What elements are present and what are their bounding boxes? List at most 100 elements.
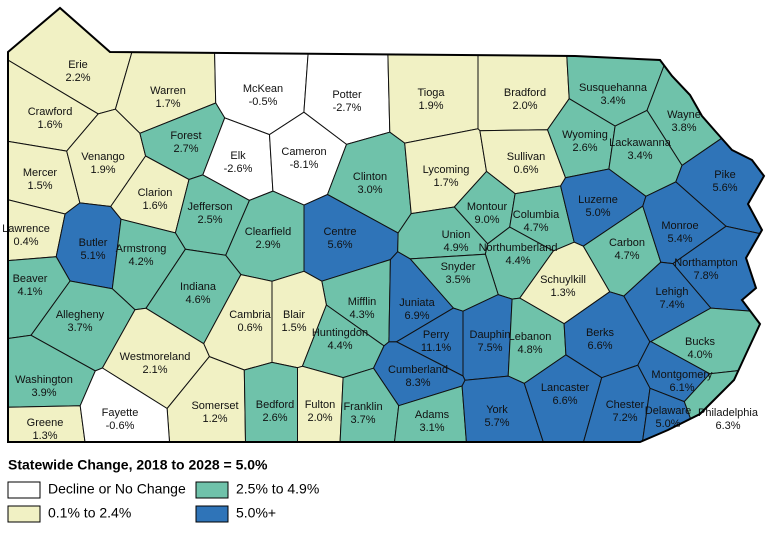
county-change: -2.6% bbox=[224, 163, 253, 175]
county-change: 3.4% bbox=[627, 150, 652, 162]
county-name: Jefferson bbox=[187, 201, 232, 213]
county-change: 1.5% bbox=[27, 180, 52, 192]
county-name: Forest bbox=[170, 130, 201, 142]
county-labels: Erie2.2%Crawford1.6%Warren1.7%McKean-0.5… bbox=[2, 59, 759, 442]
county-change: 6.6% bbox=[587, 340, 612, 352]
county-change: 1.7% bbox=[433, 177, 458, 189]
county-name: Lehigh bbox=[655, 286, 688, 298]
county-change: 1.7% bbox=[155, 98, 180, 110]
county-change: 3.9% bbox=[31, 387, 56, 399]
county-name: Monroe bbox=[661, 220, 698, 232]
county-change: 1.9% bbox=[418, 100, 443, 112]
county-change: 2.5% bbox=[197, 214, 222, 226]
county-name: Potter bbox=[332, 89, 362, 101]
county-name: Montour bbox=[467, 201, 508, 213]
county-name: Lawrence bbox=[2, 223, 50, 235]
county-name: Cumberland bbox=[388, 364, 448, 376]
county-name: Warren bbox=[150, 85, 186, 97]
county-name: Luzerne bbox=[578, 194, 618, 206]
county-name: Tioga bbox=[417, 87, 445, 99]
county-change: 5.7% bbox=[484, 417, 509, 429]
county-change: -8.1% bbox=[290, 159, 319, 171]
county-name: Bedford bbox=[256, 399, 295, 411]
county-change: 1.6% bbox=[142, 200, 167, 212]
county-change: 0.4% bbox=[13, 236, 38, 248]
county-change: 8.3% bbox=[405, 377, 430, 389]
county-name: Juniata bbox=[399, 297, 435, 309]
county-change: 5.1% bbox=[80, 250, 105, 262]
legend-label: 2.5% to 4.9% bbox=[236, 481, 319, 497]
county-name: Wayne bbox=[667, 109, 701, 121]
county-name: Allegheny bbox=[56, 309, 105, 321]
county-name: Pike bbox=[714, 169, 735, 181]
county-change: 2.1% bbox=[142, 364, 167, 376]
county-change: 5.0% bbox=[655, 418, 680, 430]
county-change: 4.8% bbox=[517, 344, 542, 356]
county-name: Armstrong bbox=[116, 243, 167, 255]
county-change: 5.6% bbox=[327, 239, 352, 251]
county-name: Lycoming bbox=[423, 164, 470, 176]
county-change: -0.6% bbox=[106, 420, 135, 432]
county-name: Huntingdon bbox=[312, 327, 368, 339]
county-name: Crawford bbox=[28, 106, 73, 118]
county-name: Mifflin bbox=[348, 296, 377, 308]
statewide-title: Statewide Change, 2018 to 2028 = 5.0% bbox=[8, 457, 268, 473]
county-name: Franklin bbox=[343, 401, 382, 413]
county-change: 3.0% bbox=[357, 184, 382, 196]
counties bbox=[7, 7, 765, 443]
county-change: -2.7% bbox=[333, 102, 362, 114]
county-name: Berks bbox=[586, 327, 615, 339]
county-change: 6.6% bbox=[552, 395, 577, 407]
county-change: 3.7% bbox=[67, 322, 92, 334]
county-name: Chester bbox=[606, 399, 645, 411]
county-name: Butler bbox=[79, 237, 108, 249]
county-change: 0.6% bbox=[513, 164, 538, 176]
county-name: Schuylkill bbox=[540, 274, 586, 286]
county-name: Clearfield bbox=[245, 226, 291, 238]
county-name: Adams bbox=[415, 409, 450, 421]
county-name: Perry bbox=[423, 329, 450, 341]
county-change: 6.9% bbox=[404, 310, 429, 322]
county-change: 7.5% bbox=[477, 342, 502, 354]
county-change: 5.4% bbox=[667, 233, 692, 245]
county-change: 7.8% bbox=[693, 270, 718, 282]
county-name: Bradford bbox=[504, 87, 546, 99]
county-change: 4.3% bbox=[349, 309, 374, 321]
county-change: 1.5% bbox=[281, 322, 306, 334]
county-change: 6.1% bbox=[669, 382, 694, 394]
county-change: 2.7% bbox=[173, 143, 198, 155]
county-name: Fulton bbox=[305, 399, 336, 411]
county-change: 11.1% bbox=[421, 342, 452, 354]
county-change: 4.7% bbox=[614, 250, 639, 262]
county-name: Dauphin bbox=[470, 329, 511, 341]
county-name: Susquehanna bbox=[579, 82, 648, 94]
county-name: Mercer bbox=[23, 167, 58, 179]
county-name: Union bbox=[442, 229, 471, 241]
county-name: Cameron bbox=[281, 146, 326, 158]
county-name: Centre bbox=[323, 226, 356, 238]
county-change: 1.3% bbox=[550, 287, 575, 299]
county-change: 2.0% bbox=[307, 412, 332, 424]
county-change: 3.5% bbox=[445, 274, 470, 286]
state-outline bbox=[7, 6, 766, 443]
county-change: 4.9% bbox=[443, 242, 468, 254]
county-name: Blair bbox=[283, 309, 305, 321]
legend-swatch bbox=[195, 481, 229, 499]
county-change: 4.0% bbox=[687, 349, 712, 361]
county-name: York bbox=[486, 404, 508, 416]
legend-swatch bbox=[7, 505, 41, 523]
county-name: Columbia bbox=[513, 209, 560, 221]
legend-swatch bbox=[195, 505, 229, 523]
county-name: Carbon bbox=[609, 237, 645, 249]
county-name: Bucks bbox=[685, 336, 715, 348]
county-name: Lackawanna bbox=[609, 137, 672, 149]
county-change: 7.2% bbox=[612, 412, 637, 424]
county-change: 3.4% bbox=[600, 95, 625, 107]
county-change: 4.4% bbox=[327, 340, 352, 352]
county-change: 5.6% bbox=[712, 182, 737, 194]
county-change: 5.0% bbox=[585, 207, 610, 219]
county-name: Cambria bbox=[229, 309, 271, 321]
county-change: 1.6% bbox=[37, 119, 62, 131]
county-name: Lancaster bbox=[541, 382, 590, 394]
